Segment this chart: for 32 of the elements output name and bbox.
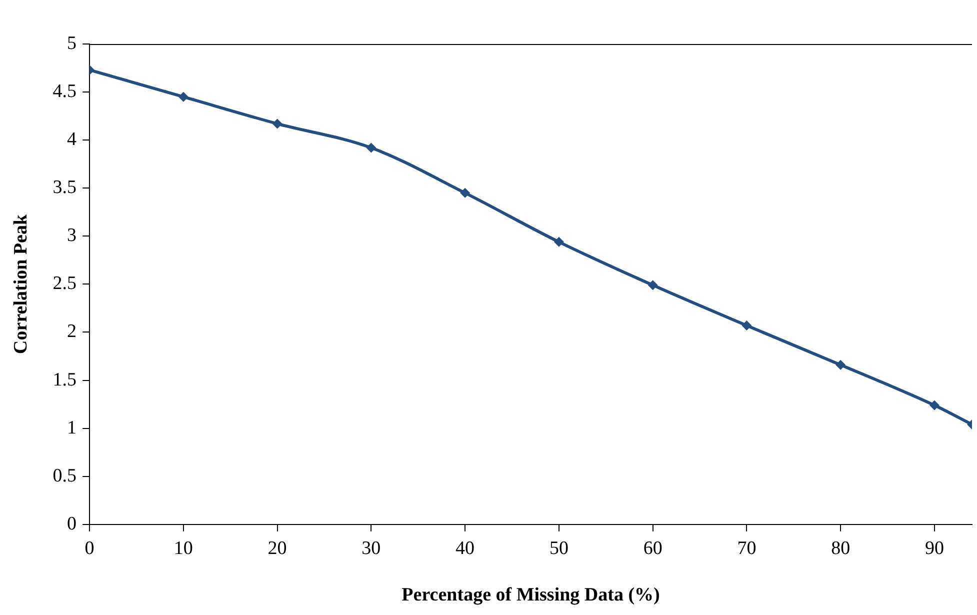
x-tick-label: 70 (737, 538, 756, 559)
y-tick-label: 4.5 (52, 81, 77, 102)
point (178, 92, 188, 102)
y-tick-label: 2 (67, 321, 77, 342)
x-tick-label: 30 (362, 538, 381, 559)
point (460, 188, 470, 198)
y-tick-label: 5 (67, 32, 77, 54)
x-tick-label: 80 (831, 538, 850, 559)
point (929, 400, 940, 410)
y-tick-label: 1 (67, 417, 77, 438)
x-axis-title: Percentage of Missing Data (%) (402, 584, 660, 606)
x-tick-label: 40 (456, 538, 475, 559)
x-tick-label: 90 (924, 538, 944, 559)
y-tick-label: 1.5 (52, 369, 77, 390)
point (836, 360, 846, 370)
point (554, 236, 564, 247)
point (742, 320, 752, 331)
x-tick-label: 60 (643, 538, 662, 559)
y-tick-label: 0.5 (52, 465, 77, 486)
point (366, 142, 376, 153)
y-tick-label: 2.5 (52, 273, 77, 294)
x-tick-label: 50 (549, 538, 568, 559)
y-axis-title: Correlation Peak (10, 214, 32, 354)
x-tick-label: 10 (174, 538, 193, 559)
y-tick-label: 3.5 (52, 177, 77, 198)
x-tick-label: 20 (268, 538, 287, 559)
y-tick-label: 4 (67, 129, 78, 150)
point (272, 118, 282, 129)
x-tick-label: 0 (84, 538, 94, 559)
point (648, 280, 658, 290)
y-tick-label: 3 (67, 225, 77, 246)
y-tick-label: 0 (67, 513, 77, 534)
